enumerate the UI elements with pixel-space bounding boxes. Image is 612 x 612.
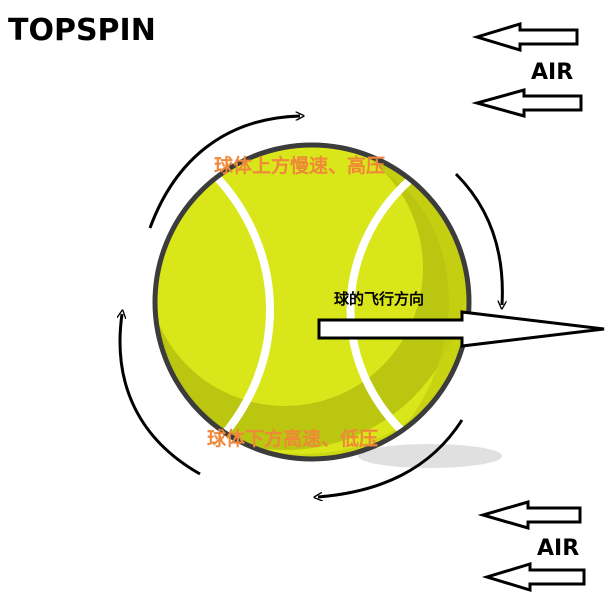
rotation-arrow-top: [148, 116, 300, 229]
ball-outline: [152, 142, 472, 462]
ball-seam-right: [346, 174, 415, 444]
air-arrow-top-1: [471, 21, 579, 53]
ball-seam-left: [207, 167, 274, 453]
rotation-arrow-left: [120, 314, 201, 476]
ball-bottom-pressure-label: 球体下方高速、低压: [207, 428, 379, 450]
ball-top-pressure-label: 球体上方慢速、高压: [214, 155, 386, 177]
rotation-arrow-bottom: [318, 419, 464, 497]
air-label-bottom: AIR: [537, 536, 580, 561]
air-arrow-bottom-2: [481, 561, 586, 593]
air-arrow-bottom-1: [477, 500, 582, 530]
rotation-arrow-right: [454, 172, 502, 305]
ball-shading: [155, 145, 467, 450]
flight-direction-label: 球的飞行方向: [334, 290, 425, 308]
air-arrow-top-2: [471, 88, 583, 118]
air-label-top: AIR: [531, 60, 574, 85]
flight-direction-arrow: [317, 310, 605, 348]
diagram-title: TOPSPIN: [8, 13, 156, 48]
